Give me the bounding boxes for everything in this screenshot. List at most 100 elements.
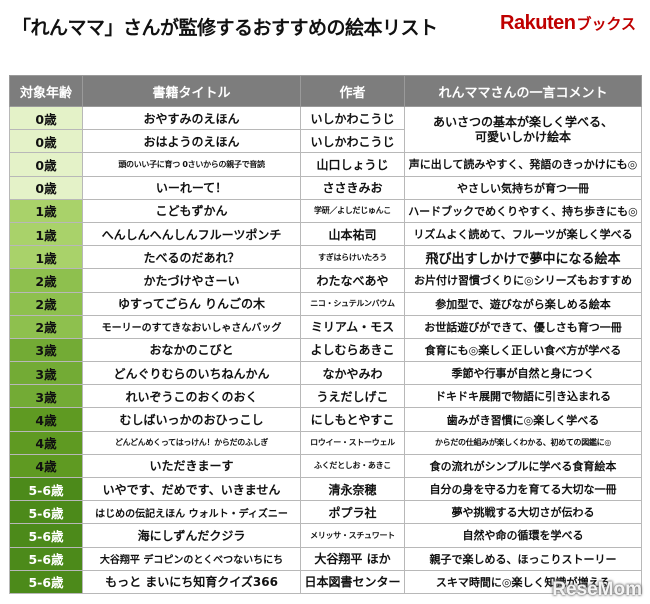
age-cell: 5-6歳: [9, 500, 83, 525]
rakuten-books-logo: Rakuten ブックス: [500, 12, 636, 40]
author-cell: ポプラ社: [300, 500, 405, 525]
title-cell: どんどんめくってはっけん！からだのふしぎ: [82, 430, 301, 455]
table-row: 0歳 いーれーて！ ささきみお やさしい気持ちが育つ一冊: [9, 175, 642, 200]
author-cell: 学研／よしだじゅんこ: [300, 198, 405, 223]
title-cell: こどもずかん: [82, 198, 301, 223]
comment-cell: 参加型で、遊びながら楽しめる絵本: [404, 291, 642, 316]
age-cell: 4歳: [9, 453, 83, 479]
title-cell: 海にしずんだクジラ: [82, 523, 301, 548]
table-row: 4歳 いただきまーす ふくだとしお・あきこ 食の流れがシンプルに学べる食育絵本: [9, 453, 642, 479]
comment-cell: 食の流れがシンプルに学べる食育絵本: [404, 453, 642, 479]
table-row: 4歳 むしばいっかのおひっこし にしもとやすこ 歯みがき習慣に◎楽しく学べる: [9, 407, 642, 432]
table-row: 5-6歳 はじめの伝記えほん ウォルト・ディズニー ポプラ社 夢や挑戦する大切さ…: [9, 500, 642, 525]
table-header-row: 対象年齢 書籍タイトル 作者 れんママさんの一言コメント: [9, 75, 642, 107]
author-cell: メリッサ・スチュワート: [300, 523, 405, 548]
table-row: 0歳 おやすみのえほん いしかわこうじ あいさつの基本が楽しく学べる、 可愛いし…: [9, 105, 642, 154]
comment-cell: お片付け習慣づくりに◎シリーズもおすすめ: [404, 268, 642, 293]
title-cell: どんぐりむらのいちねんかん: [82, 361, 301, 386]
table-row: 2歳 ゆすってごらん りんごの木 ニコ・シュテルンバウム 参加型で、遊びながら楽…: [9, 291, 642, 316]
table-row: 1歳 たべるのだあれ？ すぎはらけいたろう 飛び出すしかけで夢中になる絵本: [9, 245, 642, 270]
title-cell: かたづけやさーい: [82, 268, 301, 293]
column-header-title: 書籍タイトル: [82, 75, 301, 107]
table-row: 2歳 かたづけやさーい わたなべあや お片付け習慣づくりに◎シリーズもおすすめ: [9, 268, 642, 293]
author-cell: すぎはらけいたろう: [300, 245, 405, 270]
page-title: 「れんママ」さんが監修するおすすめの絵本リスト: [12, 17, 438, 39]
title-cell: いやです、だめです、いきません: [82, 476, 301, 502]
title-cell: おやすみのえほん: [82, 105, 301, 131]
age-cell: 0歳: [9, 129, 83, 154]
author-cell: ミリアム・モス: [300, 314, 405, 339]
comment-cell: からだの仕組みが楽しくわかる、初めての図鑑に◎: [404, 430, 642, 455]
author-cell: 清永奈穂: [300, 476, 405, 502]
age-cell: 0歳: [9, 152, 83, 177]
title-cell: むしばいっかのおひっこし: [82, 407, 301, 432]
comment-cell: 自分の身を守る力を育てる大切な一冊: [404, 476, 642, 502]
age-cell: 3歳: [9, 337, 83, 363]
age-cell: 3歳: [9, 384, 83, 409]
comment-cell: 自然や命の循環を学べる: [404, 523, 642, 548]
book-list-table: 対象年齢 書籍タイトル 作者 れんママさんの一言コメント 0歳 おやすみのえほん…: [9, 75, 642, 594]
author-cell: わたなべあや: [300, 268, 405, 293]
comment-cell: 親子で楽しめる、ほっこりストーリー: [404, 546, 642, 571]
comment-cell: やさしい気持ちが育つ一冊: [404, 175, 642, 200]
column-header-comment: れんママさんの一言コメント: [404, 75, 642, 107]
table-row: 0歳 おはようのえほん いしかわこうじ: [9, 129, 642, 154]
comment-cell: ドキドキ展開で物語に引き込まれる: [404, 384, 642, 409]
title-cell: 頭のいい子に育つ 0さいからの親子で音読: [82, 152, 301, 177]
age-cell: 4歳: [9, 407, 83, 432]
author-cell: にしもとやすこ: [300, 407, 405, 432]
title-cell: へんしんへんしんフルーツポンチ: [82, 221, 301, 247]
age-cell: 5-6歳: [9, 546, 83, 571]
comment-line: あいさつの基本が楽しく学べる、: [432, 114, 613, 129]
table-row: 0歳 頭のいい子に育つ 0さいからの親子で音読 山口しょうじ 声に出して読みやす…: [9, 152, 642, 177]
author-cell: ふくだとしお・あきこ: [300, 453, 405, 479]
title-cell: れいぞうこのおくのおく: [82, 384, 301, 409]
author-cell: いしかわこうじ: [300, 105, 405, 131]
title-cell: おなかのこびと: [82, 337, 301, 363]
table-row: 1歳 こどもずかん 学研／よしだじゅんこ ハードブックでめくりやすく、持ち歩きに…: [9, 198, 642, 223]
title-cell: はじめの伝記えほん ウォルト・ディズニー: [82, 500, 301, 525]
table-row: 5-6歳 大谷翔平 デコピンのとくべつないちにち 大谷翔平 ほか 親子で楽しめる…: [9, 546, 642, 571]
author-cell: 大谷翔平 ほか: [300, 546, 405, 571]
comment-cell: ハードブックでめくりやすく、持ち歩きにも◎: [404, 198, 642, 223]
age-cell: 1歳: [9, 245, 83, 270]
age-cell: 2歳: [9, 268, 83, 293]
comment-cell: あいさつの基本が楽しく学べる、 可愛いしかけ絵本: [404, 105, 642, 154]
author-cell: なかやみわ: [300, 361, 405, 386]
title-cell: いーれーて！: [82, 175, 301, 200]
table-row: 5-6歳 いやです、だめです、いきません 清永奈穂 自分の身を守る力を育てる大切…: [9, 476, 642, 502]
age-cell: 2歳: [9, 291, 83, 316]
comment-cell: スキマ時間に◎楽しく知識が増える: [404, 569, 642, 594]
title-cell: おはようのえほん: [82, 129, 301, 154]
title-cell: モーリーのすてきなおいしゃさんバッグ: [82, 314, 301, 339]
author-cell: 日本図書センター: [300, 569, 405, 594]
age-cell: 2歳: [9, 314, 83, 339]
author-cell: ニコ・シュテルンバウム: [300, 291, 405, 316]
comment-cell: リズムよく読めて、フルーツが楽しく学べる: [404, 221, 642, 247]
brand-sub-text: ブックス: [576, 15, 636, 33]
comment-cell: 飛び出すしかけで夢中になる絵本: [404, 245, 642, 270]
comment-line: 可愛いしかけ絵本: [474, 129, 571, 144]
author-cell: ロウイー・ストーウェル: [300, 430, 405, 455]
title-cell: 大谷翔平 デコピンのとくべつないちにち: [82, 546, 301, 571]
title-cell: いただきまーす: [82, 453, 301, 479]
comment-cell: 歯みがき習慣に◎楽しく学べる: [404, 407, 642, 432]
table-row: 3歳 おなかのこびと よしむらあきこ 食育にも◎楽しく正しい食べ方が学べる: [9, 337, 642, 363]
age-cell: 1歳: [9, 221, 83, 247]
author-cell: 山本祐司: [300, 221, 405, 247]
comment-cell: お世話遊びができて、優しさも育つ一冊: [404, 314, 642, 339]
comment-cell: 声に出して読みやすく、発語のきっかけにも◎: [404, 152, 642, 177]
table-row: 3歳 れいぞうこのおくのおく うえだしげこ ドキドキ展開で物語に引き込まれる: [9, 384, 642, 409]
table-row: 1歳 へんしんへんしんフルーツポンチ 山本祐司 リズムよく読めて、フルーツが楽し…: [9, 221, 642, 247]
age-cell: 4歳: [9, 430, 83, 455]
column-header-age: 対象年齢: [9, 75, 83, 107]
comment-cell: 食育にも◎楽しく正しい食べ方が学べる: [404, 337, 642, 363]
resemom-watermark: ReseMom: [552, 579, 642, 600]
column-header-author: 作者: [300, 75, 405, 107]
age-cell: 0歳: [9, 175, 83, 200]
age-cell: 1歳: [9, 198, 83, 223]
table-row: 5-6歳 もっと まいにち知育クイズ366 日本図書センター スキマ時間に◎楽し…: [9, 569, 642, 594]
title-cell: ゆすってごらん りんごの木: [82, 291, 301, 316]
table-row: 2歳 モーリーのすてきなおいしゃさんバッグ ミリアム・モス お世話遊びができて、…: [9, 314, 642, 339]
author-cell: うえだしげこ: [300, 384, 405, 409]
